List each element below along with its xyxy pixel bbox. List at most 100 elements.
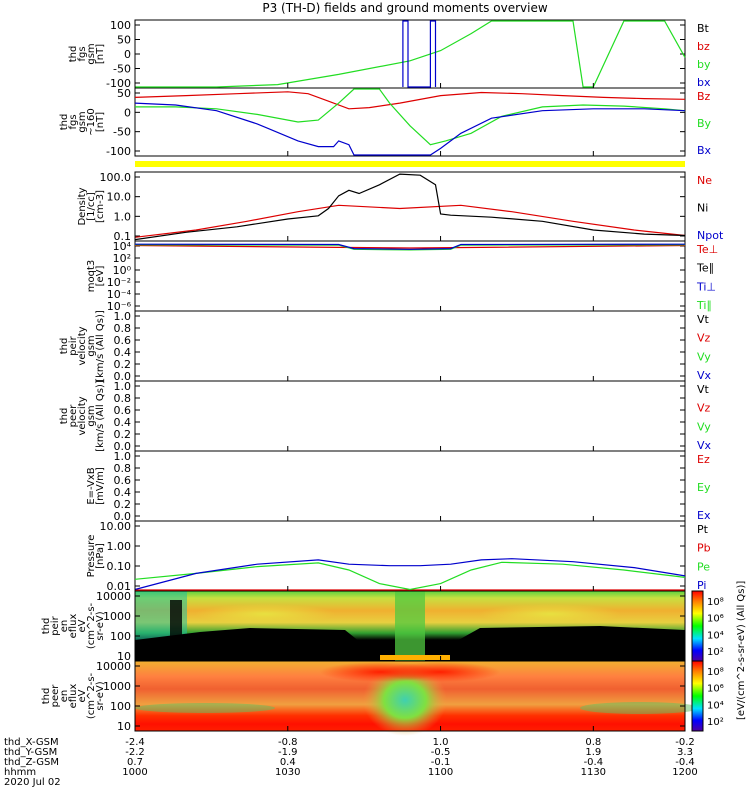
y-tick-label: 1000: [103, 680, 131, 693]
y-axis-label-line: E=-VxB: [86, 467, 97, 504]
y-tick-label: 1.0: [114, 310, 132, 323]
x-axis-tick-value: -0.1: [431, 757, 451, 768]
x-axis-tick-value: 1000: [122, 767, 147, 778]
y-tick-label: 100: [110, 19, 131, 32]
y-tick-label: 0.1: [114, 230, 132, 243]
y-tick-label: 10⁻⁴: [107, 288, 132, 301]
series-line-Te⊥: [134, 244, 686, 249]
chart-marks: 100500-50-100thdfgsgsm[nT]Btbzbybx500-50…: [4, 19, 724, 788]
legend-entry: bx: [697, 76, 711, 89]
colorbar-tick-label: 10⁸: [707, 667, 724, 678]
electron-spectrogram-green-patch: [135, 703, 275, 713]
peir-velocity-panel: [134, 310, 686, 382]
ion-spectrogram-gap-band: [395, 591, 425, 661]
x-axis-tick-value: -0.4: [584, 757, 604, 768]
electron-spectrogram-core: [363, 664, 447, 736]
y-axis-label-line: gsm: [86, 43, 97, 64]
y-tick-label: 10²: [113, 252, 131, 265]
fgs-dec-panel: [134, 87, 686, 157]
y-axis-label-line: eflux: [68, 684, 79, 709]
legend-entry: Te∥: [696, 262, 714, 275]
electron-spectrogram-frame: [134, 660, 686, 732]
colorbar-tick-label: 10²: [707, 717, 724, 728]
y-axis-label-line: en: [59, 690, 70, 703]
y-tick-label: 0.8: [114, 392, 132, 405]
series-line-Bz: [134, 91, 686, 110]
legend-entry: Npot: [697, 229, 724, 242]
y-axis-label-line: (cm^2-s-: [86, 672, 97, 719]
y-tick-label: 1000: [103, 610, 131, 623]
y-axis-label-line: gsm: [86, 405, 97, 426]
legend-entry: Vz: [697, 402, 711, 415]
y-tick-label: 0.6: [114, 334, 132, 347]
peir-colorbar-gradient: [691, 590, 704, 662]
moqt3-panel: [134, 240, 686, 312]
series-line-Ni: [134, 173, 686, 241]
electron-spectrogram-green-patch: [580, 702, 700, 714]
peir-en-spectrogram: [134, 590, 686, 662]
y-tick-label: 50: [117, 34, 131, 47]
peer-velocity-panel: [134, 380, 686, 452]
y-tick-label: 0: [124, 106, 131, 119]
ion-spectrogram-noise-floor: [430, 626, 685, 661]
y-tick-label: 10⁴: [113, 240, 132, 253]
x-axis-row-label: thd_X-GSM: [4, 737, 59, 748]
fgs-dec-panel-frame: [134, 87, 686, 157]
series-line-Pe: [134, 561, 686, 591]
moqt3-panel-frame: [134, 240, 686, 312]
fgs-panel: [134, 19, 686, 89]
y-axis-label-line: gsm: [77, 111, 88, 132]
y-tick-label: -50: [113, 63, 131, 76]
y-axis-label-line: [km/s (All Qs)]: [95, 310, 106, 382]
x-axis-row-label: thd_Z-GSM: [4, 757, 59, 768]
y-axis-label-line: eV: [77, 689, 88, 702]
y-tick-label: 0.0: [114, 510, 132, 523]
fgs-panel-frame: [134, 19, 686, 89]
y-tick-label: 10⁻⁶: [107, 300, 132, 313]
x-axis-tick-value: -0.5: [431, 747, 451, 758]
y-axis-label-line: ~160: [86, 108, 97, 135]
legend-entry: Vt: [697, 383, 710, 396]
legend-entry: Te⊥: [696, 243, 718, 256]
y-axis-label-line: thd: [59, 114, 70, 131]
series-line-Bx: [134, 102, 686, 156]
legend-entry: Vx: [697, 439, 712, 452]
y-tick-label: 0.8: [114, 322, 132, 335]
y-axis-label-line: eV: [77, 619, 88, 632]
y-axis-label-line: peer: [50, 684, 61, 708]
y-tick-label: 1.0: [114, 210, 132, 223]
series-line-by: [135, 20, 686, 88]
legend-entry: Ni: [697, 202, 708, 215]
x-axis-tick-value: 1.0: [433, 737, 449, 748]
legend-entry: Ne: [697, 174, 712, 187]
y-axis-label-line: en: [59, 620, 70, 633]
colorbar-label: [eV/(cm^2-s-sr-eV) (All Qs)]: [736, 581, 747, 720]
y-tick-label: 0.2: [114, 358, 132, 371]
legend-entry: Ti⊥: [696, 280, 716, 293]
legend-entry: Vz: [697, 332, 711, 345]
y-tick-label: 100.0: [100, 171, 132, 184]
y-axis-label-line: [cm-3]: [95, 190, 106, 223]
x-axis-tick-value: 1200: [672, 767, 697, 778]
y-axis-label-line: peir: [68, 335, 79, 355]
ion-spectrogram-noise-floor: [135, 628, 380, 661]
series-line-By: [135, 88, 686, 146]
y-axis-label-line: [km/s (All Qs)]: [95, 380, 106, 452]
y-axis-label-line: [nT]: [95, 44, 106, 64]
legend-entry: Bx: [697, 144, 712, 157]
legend-entry: bz: [697, 40, 710, 53]
y-tick-label: 1.0: [114, 450, 132, 463]
y-axis-label-line: thd: [68, 46, 79, 63]
legend-entry: by: [697, 58, 711, 71]
y-axis-label-line: Pressure: [86, 535, 97, 578]
y-tick-label: 10000: [96, 590, 131, 603]
legend-entry: Vt: [697, 313, 710, 326]
legend-entry: Pi: [697, 579, 706, 592]
x-axis-tick-value: 1030: [275, 767, 300, 778]
x-axis-tick-value: -0.2: [675, 737, 695, 748]
colorbar-tick-label: 10⁶: [707, 614, 724, 625]
y-axis-label-line: sr-eV): [95, 611, 106, 640]
ion-spectrogram-hotspot: [195, 604, 335, 624]
y-axis-label-line: sr-eV): [95, 681, 106, 710]
y-axis-label-line: fgs: [77, 46, 88, 61]
